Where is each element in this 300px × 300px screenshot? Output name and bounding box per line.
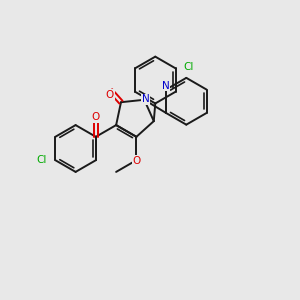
Text: N: N (162, 81, 169, 91)
Text: O: O (92, 112, 100, 122)
Text: N: N (142, 94, 150, 104)
Text: Cl: Cl (37, 155, 47, 165)
Text: Cl: Cl (184, 62, 194, 72)
Text: O: O (106, 89, 114, 100)
Text: O: O (132, 156, 140, 166)
